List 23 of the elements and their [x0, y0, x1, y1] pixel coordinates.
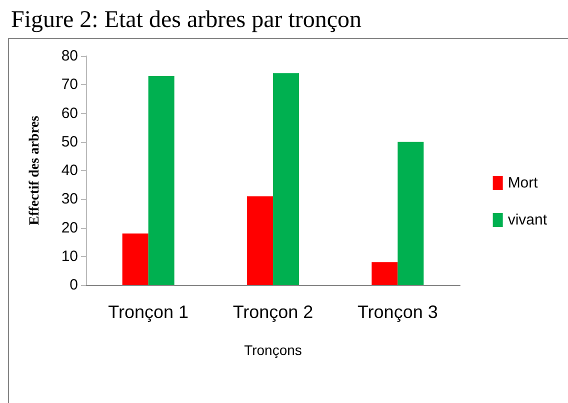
bar — [273, 73, 299, 285]
x-axis-title: Tronçons — [244, 342, 302, 358]
y-tick-label: 60 — [61, 104, 78, 122]
y-tick-label: 80 — [61, 48, 78, 64]
legend-label: Mort — [508, 174, 539, 192]
y-tick-label: 0 — [70, 276, 78, 294]
x-tick-label: Tronçon 1 — [108, 302, 189, 322]
bar — [148, 76, 174, 285]
x-tick-label: Tronçon 2 — [232, 302, 314, 322]
bar — [247, 196, 273, 285]
y-tick-label: 30 — [61, 190, 78, 208]
y-tick-label: 70 — [61, 76, 78, 94]
legend-label: vivant — [508, 212, 548, 228]
bar — [372, 262, 398, 285]
y-tick-label: 50 — [61, 133, 78, 150]
bar — [398, 142, 424, 285]
y-tick-label: 10 — [61, 248, 78, 265]
x-tick-label: Tronçon 3 — [357, 302, 438, 322]
chart-title: Figure 2: Etat des arbres par tronçon — [11, 7, 362, 33]
y-tick-label: 20 — [61, 219, 78, 236]
bar — [122, 233, 148, 285]
y-tick-label: 40 — [61, 162, 78, 179]
y-axis-title: Effectif des arbres — [28, 115, 42, 226]
